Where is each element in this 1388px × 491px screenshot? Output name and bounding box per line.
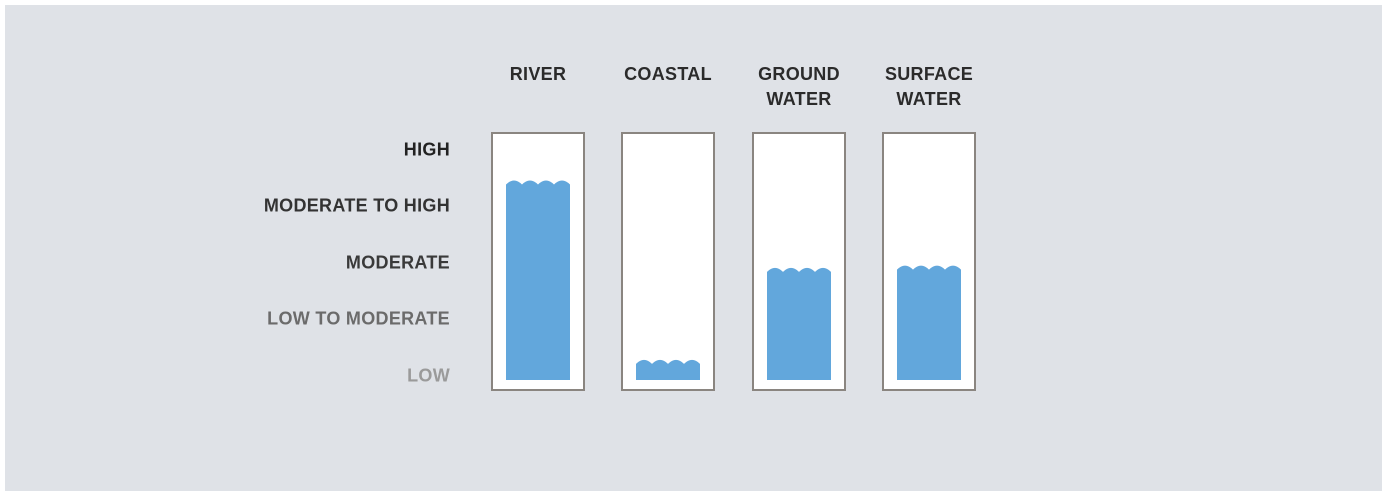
category-header-3: SURFACE WATER (859, 62, 999, 112)
level-label-low: LOW (407, 365, 450, 386)
gauge-0 (491, 132, 585, 391)
level-label-high: HIGH (403, 139, 450, 160)
category-header-line: WATER (896, 89, 962, 109)
gauge-frame (621, 132, 715, 391)
level-label-moderate: MODERATE (345, 252, 450, 273)
level-label-moderate-to-high: MODERATE TO HIGH (263, 195, 450, 216)
category-header-line: WATER (766, 89, 832, 109)
category-header-line: RIVER (509, 64, 567, 84)
water-level-bar (897, 265, 961, 380)
water-level-bar (636, 359, 700, 380)
category-header-line: COASTAL (624, 64, 712, 84)
category-header-line: GROUND (758, 64, 840, 84)
water-level-bar (506, 180, 570, 380)
gauge-2 (752, 132, 846, 391)
category-header-1: COASTAL (598, 62, 738, 87)
water-level-bar (767, 267, 831, 380)
level-label-low-to-moderate: LOW TO MODERATE (267, 308, 450, 329)
gauge-1 (621, 132, 715, 391)
category-header-2: GROUND WATER (729, 62, 869, 112)
gauge-3 (882, 132, 976, 391)
category-header-line: SURFACE (884, 64, 974, 84)
category-header-0: RIVER (468, 62, 608, 87)
